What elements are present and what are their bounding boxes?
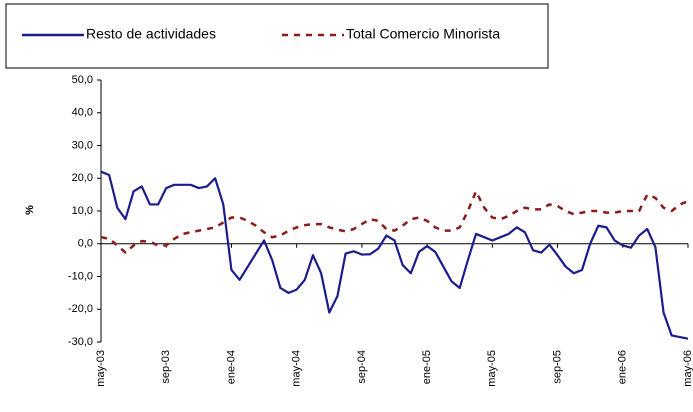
y-tick-label: 30,0	[72, 139, 93, 151]
y-tick-label: 10,0	[72, 205, 93, 217]
x-tick-label: ene-06	[617, 350, 629, 384]
series-line	[100, 190, 689, 254]
x-tick-label: ene-05	[421, 350, 433, 384]
x-tick-label: ene-04	[225, 350, 237, 384]
x-tick-label: sep-04	[356, 350, 368, 384]
x-tick-label: may-03	[95, 350, 107, 387]
y-tick-label: -20,0	[68, 303, 93, 315]
x-tick-label: may-06	[682, 350, 693, 387]
series-line	[100, 170, 689, 340]
legend-label: Total Comercio Minorista	[346, 26, 500, 42]
y-tick-label: 40,0	[72, 107, 93, 119]
x-tick-label: may-05	[486, 350, 498, 387]
x-tick-label: may-04	[291, 350, 303, 387]
legend-label: Resto de actividades	[86, 26, 216, 42]
y-tick-label: -10,0	[68, 270, 93, 282]
y-tick-label: 50,0	[72, 74, 93, 86]
legend-box	[5, 3, 549, 69]
y-tick-label: -30,0	[68, 336, 93, 348]
x-tick-label: sep-03	[160, 350, 172, 384]
y-axis-label: %	[24, 205, 36, 215]
x-tick-label: sep-05	[551, 350, 563, 384]
y-tick-label: 20,0	[72, 172, 93, 184]
y-tick-label: 0,0	[78, 238, 93, 250]
